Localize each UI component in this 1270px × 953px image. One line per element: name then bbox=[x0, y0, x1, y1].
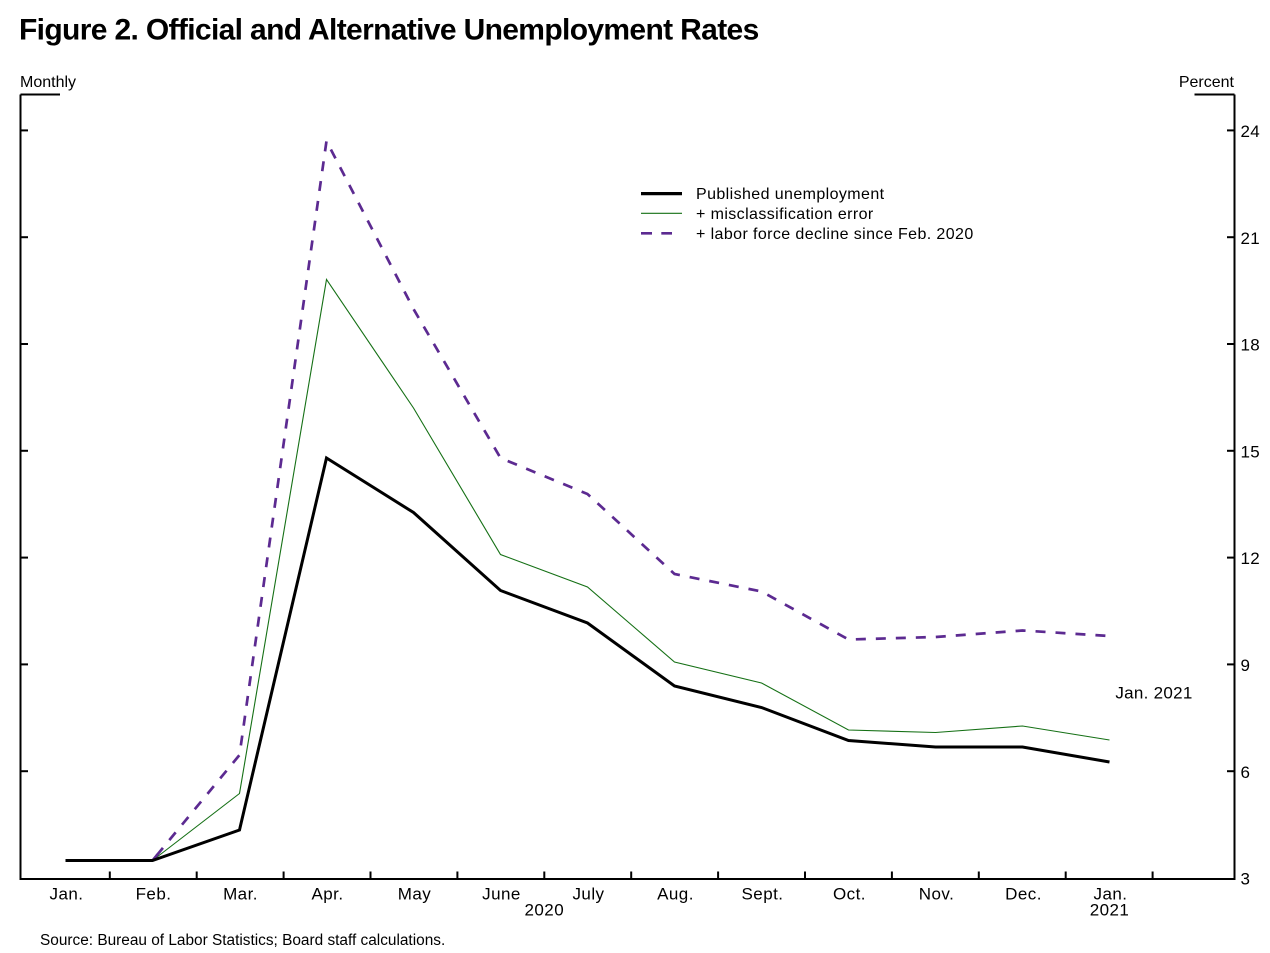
svg-text:Published unemployment: Published unemployment bbox=[696, 186, 885, 203]
svg-text:Oct.: Oct. bbox=[833, 885, 866, 904]
svg-text:Percent: Percent bbox=[1179, 74, 1235, 91]
svg-text:Sept.: Sept. bbox=[742, 885, 784, 904]
svg-text:9: 9 bbox=[1241, 656, 1251, 675]
svg-text:Aug.: Aug. bbox=[657, 885, 694, 904]
svg-text:July: July bbox=[572, 885, 604, 904]
svg-text:12: 12 bbox=[1241, 549, 1261, 568]
svg-text:15: 15 bbox=[1241, 442, 1261, 461]
svg-text:Mar.: Mar. bbox=[223, 885, 258, 904]
svg-text:Jan.: Jan. bbox=[1094, 885, 1128, 904]
svg-text:+ labor force decline since Fe: + labor force decline since Feb. 2020 bbox=[696, 226, 974, 243]
svg-text:Nov.: Nov. bbox=[919, 885, 955, 904]
svg-text:May: May bbox=[398, 885, 432, 904]
svg-text:Apr.: Apr. bbox=[311, 885, 343, 904]
svg-text:June: June bbox=[482, 885, 521, 904]
svg-text:Jan. 2021: Jan. 2021 bbox=[1115, 684, 1192, 703]
svg-text:3: 3 bbox=[1241, 870, 1251, 889]
svg-text:2021: 2021 bbox=[1090, 901, 1130, 920]
svg-text:Source: Bureau of Labor Statis: Source: Bureau of Labor Statistics; Boar… bbox=[40, 932, 445, 949]
svg-text:24: 24 bbox=[1241, 122, 1261, 141]
svg-text:Monthly: Monthly bbox=[20, 74, 76, 91]
svg-text:Dec.: Dec. bbox=[1005, 885, 1042, 904]
svg-text:2020: 2020 bbox=[524, 901, 564, 920]
svg-text:Jan.: Jan. bbox=[50, 885, 84, 904]
svg-text:21: 21 bbox=[1241, 229, 1261, 248]
svg-text:18: 18 bbox=[1241, 336, 1261, 355]
svg-text:Figure 2. Official and Alterna: Figure 2. Official and Alternative Unemp… bbox=[19, 14, 759, 47]
svg-text:+ misclassification error: + misclassification error bbox=[696, 206, 874, 223]
svg-text:6: 6 bbox=[1241, 763, 1251, 782]
svg-text:Feb.: Feb. bbox=[136, 885, 172, 904]
